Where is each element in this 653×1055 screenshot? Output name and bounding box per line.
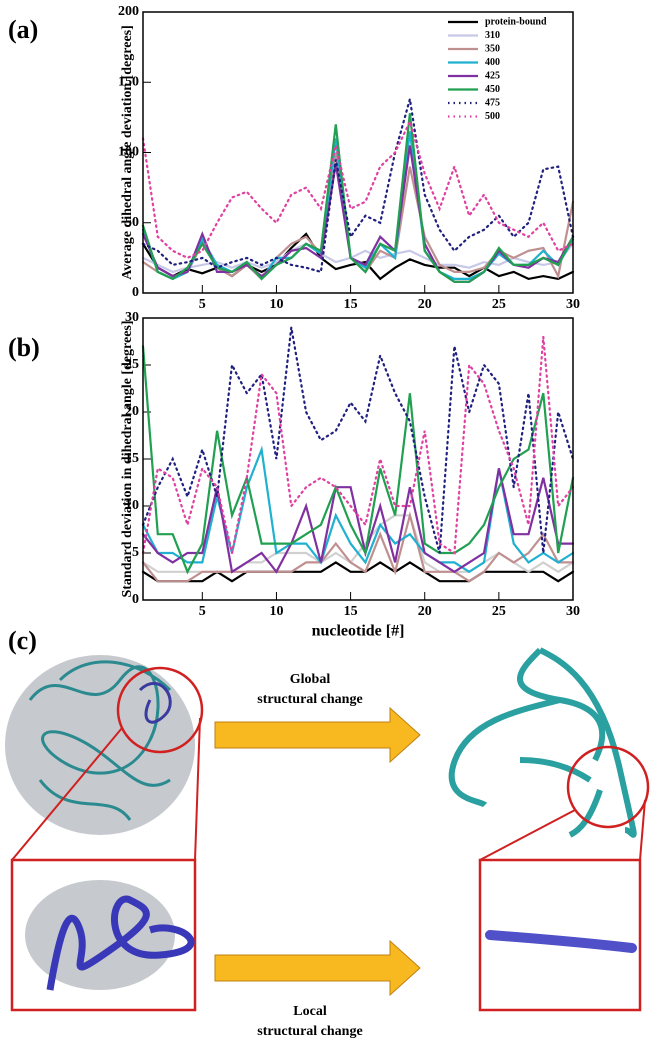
zoom-box bbox=[10, 858, 197, 1012]
y-tick-label: 150 bbox=[118, 74, 139, 89]
legend-label: 400 bbox=[485, 57, 500, 68]
x-tick-label: 15 bbox=[344, 604, 358, 619]
y-axis-label: Standard deviation in dihedral angle [de… bbox=[120, 320, 135, 597]
legend-label: 450 bbox=[485, 84, 500, 95]
arrow-label: Global bbox=[290, 672, 331, 687]
plot-frame bbox=[142, 317, 574, 601]
series-line bbox=[141, 345, 575, 575]
x-tick-label: 10 bbox=[269, 297, 283, 312]
y-tick-label: 15 bbox=[125, 451, 139, 466]
x-tick-label: 5 bbox=[199, 604, 206, 619]
x-tick-label: 25 bbox=[492, 297, 506, 312]
zoom-line bbox=[479, 809, 576, 861]
zoom-line bbox=[11, 727, 123, 861]
legend-label: 425 bbox=[485, 70, 500, 81]
y-tick-label: 10 bbox=[125, 498, 139, 513]
legend-label: 350 bbox=[485, 43, 500, 54]
zoom-line bbox=[639, 799, 646, 861]
x-tick-label: 15 bbox=[344, 297, 358, 312]
plot-frame bbox=[142, 11, 574, 294]
local-surface bbox=[25, 880, 175, 990]
x-tick-label: 30 bbox=[566, 604, 580, 619]
zoom-box bbox=[478, 858, 642, 1012]
y-tick-label: 25 bbox=[125, 357, 139, 372]
x-tick-label: 30 bbox=[566, 297, 580, 312]
rna-backbone bbox=[28, 660, 172, 821]
y-tick-label: 20 bbox=[125, 404, 139, 419]
arrow-label: Local bbox=[293, 1004, 327, 1019]
series-line bbox=[141, 113, 575, 283]
x-tick-label: 25 bbox=[492, 604, 506, 619]
panel-label: (c) bbox=[8, 626, 37, 655]
arrow-label: structural change bbox=[257, 1024, 362, 1039]
legend-label: protein-bound bbox=[485, 16, 547, 27]
y-axis-label: Average dihedral angle deviation [degree… bbox=[120, 25, 135, 280]
local-strand bbox=[485, 930, 637, 953]
x-axis-label: nucleotide [#] bbox=[312, 623, 405, 640]
series-line bbox=[141, 118, 575, 260]
global-strand bbox=[448, 647, 637, 838]
arrow-label: structural change bbox=[257, 692, 362, 707]
panel-label: (a) bbox=[8, 15, 38, 44]
y-tick-label: 30 bbox=[125, 310, 139, 325]
x-tick-label: 10 bbox=[269, 604, 283, 619]
series-line bbox=[141, 131, 575, 281]
legend-label: 475 bbox=[485, 97, 500, 108]
legend-label: 500 bbox=[485, 111, 500, 122]
highlight-region bbox=[138, 681, 172, 724]
x-tick-label: 5 bbox=[199, 297, 206, 312]
arrow bbox=[214, 939, 421, 997]
local-backbone bbox=[46, 895, 195, 991]
y-tick-label: 0 bbox=[132, 285, 139, 300]
legend-label: 310 bbox=[485, 30, 500, 41]
series-line bbox=[141, 336, 575, 555]
panel-c: (c) Global structural change Local struc… bbox=[5, 626, 650, 1039]
y-tick-label: 0 bbox=[132, 592, 139, 607]
x-tick-label: 20 bbox=[418, 604, 432, 619]
arrow bbox=[214, 706, 421, 764]
series-line bbox=[141, 327, 575, 554]
panel-label: (b) bbox=[8, 333, 40, 362]
series-line bbox=[141, 98, 575, 274]
zoom-circle bbox=[116, 666, 204, 754]
series-line bbox=[141, 468, 575, 574]
series-line bbox=[141, 511, 575, 583]
y-tick-label: 200 bbox=[118, 4, 139, 19]
series-line bbox=[141, 561, 575, 583]
y-tick-label: 50 bbox=[125, 215, 139, 230]
zoom-circle bbox=[566, 745, 650, 829]
x-tick-label: 20 bbox=[418, 297, 432, 312]
charts: (a) Average dihedral angle deviation [deg… bbox=[8, 4, 580, 639]
molecule-surface bbox=[5, 655, 195, 835]
zoom-line bbox=[194, 717, 201, 861]
y-tick-label: 5 bbox=[132, 545, 139, 560]
y-tick-label: 100 bbox=[118, 145, 139, 160]
